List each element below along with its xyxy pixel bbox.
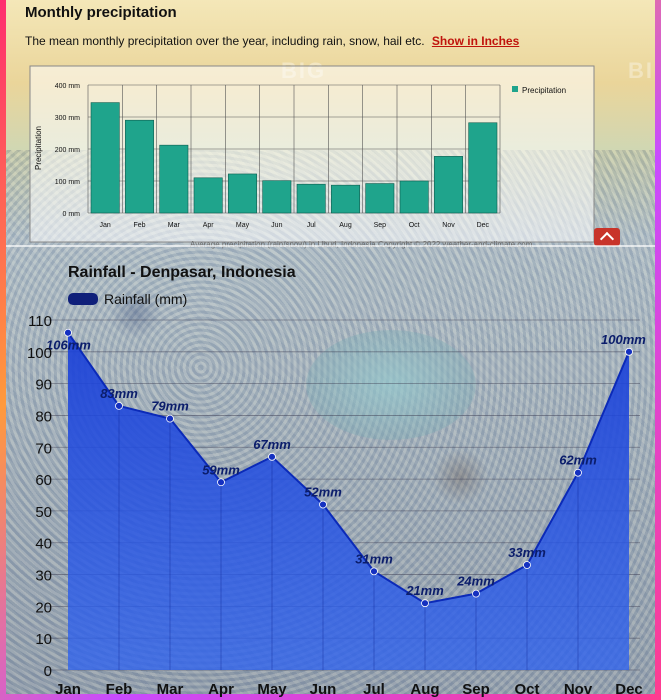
bar <box>296 183 326 214</box>
x-tick-label: Jan <box>100 222 111 229</box>
bar <box>434 156 463 214</box>
x-tick-label: Feb <box>133 222 145 229</box>
x-tick-label: Aug <box>339 222 352 229</box>
show-in-inches-link[interactable]: Show in Inches <box>431 34 520 48</box>
subtitle-text: The mean monthly precipitation over the … <box>25 34 425 48</box>
data-label: 52mm <box>304 485 342 500</box>
x-tick-label: Apr <box>208 681 234 698</box>
main-legend-swatch <box>68 293 98 305</box>
x-tick-label: Dec <box>615 681 643 698</box>
data-point <box>115 402 123 410</box>
data-label: 33mm <box>508 545 546 560</box>
x-tick-label: Nov <box>564 681 593 698</box>
y-tick-label: 400 mm <box>55 83 80 90</box>
bar <box>468 122 498 214</box>
data-label: 24mm <box>456 574 495 589</box>
x-tick-label: Sep <box>462 681 490 698</box>
x-tick-label: Jan <box>55 681 81 698</box>
data-label: 31mm <box>355 551 393 566</box>
x-tick-label: Aug <box>410 681 439 698</box>
y-tick-label: 0 mm <box>63 211 81 218</box>
y-tick-label: 300 mm <box>55 115 80 122</box>
data-point <box>370 567 378 576</box>
x-tick-label: Oct <box>409 222 420 229</box>
top-chart-caption: Average precipitation (rain/snow) in Ubu… <box>190 240 532 249</box>
bar <box>399 180 429 214</box>
data-point <box>166 414 174 423</box>
bar <box>90 102 120 214</box>
bar <box>228 173 257 214</box>
x-tick-label: Jul <box>307 222 316 229</box>
top-chart-title: Monthly precipitation <box>25 4 177 21</box>
y-tick-label: 60 <box>35 472 52 489</box>
y-tick-label: 80 <box>35 408 52 425</box>
y-tick-label: 100 <box>27 345 52 362</box>
y-tick-label: 110 <box>28 313 52 330</box>
data-label: 106mm <box>46 338 91 353</box>
monthly-precipitation-bar-chart: Jan Feb Mar Apr May Jun Jul Aug Sep Oct Nov Dec 0 m… <box>29 65 595 243</box>
data-point <box>268 452 276 461</box>
bar <box>365 183 395 214</box>
legend-swatch <box>512 86 518 92</box>
data-label: 59mm <box>202 462 240 477</box>
legend-label: Precipitation <box>522 86 566 95</box>
x-tick-label: Sep <box>374 222 387 229</box>
main-chart-title: Rainfall - Denpasar, Indonesia <box>68 264 296 281</box>
x-tick-label: Jun <box>271 222 282 229</box>
x-tick-label: Apr <box>203 222 215 229</box>
arena-area <box>306 330 476 440</box>
divider <box>6 245 655 247</box>
bar <box>331 184 360 214</box>
data-point <box>421 599 429 608</box>
x-tick-label: May <box>257 681 287 698</box>
data-label: 21mm <box>405 583 444 598</box>
data-label: 62mm <box>559 453 597 468</box>
y-tick-label: 0 <box>44 663 52 680</box>
x-tick-label: Mar <box>168 222 181 229</box>
data-point <box>472 589 480 598</box>
data-point <box>217 478 225 487</box>
y-tick-label: 50 <box>35 504 52 521</box>
y-tick-label: 90 <box>35 377 52 394</box>
x-tick-label: Mar <box>157 681 184 698</box>
x-tick-label: May <box>236 222 250 229</box>
y-tick-label: 10 <box>35 631 52 648</box>
scroll-up-button[interactable] <box>594 228 620 246</box>
main-legend-label: Rainfall (mm) <box>104 291 187 307</box>
bar <box>125 119 154 214</box>
x-tick-label: Nov <box>442 222 455 229</box>
y-tick-label: 20 <box>35 599 52 616</box>
top-chart-subtitle: The mean monthly precipitation over the … <box>25 34 519 48</box>
watermark: BIG <box>628 58 655 83</box>
x-tick-label: Feb <box>106 681 133 698</box>
y-tick-label: 40 <box>35 536 52 553</box>
y-axis-title: Precipitation <box>34 126 43 170</box>
data-point <box>319 500 327 509</box>
y-tick-label: 70 <box>35 440 52 457</box>
y-tick-label: 200 mm <box>55 147 80 154</box>
x-tick-label: Dec <box>477 222 490 229</box>
data-label: 79mm <box>151 399 189 414</box>
y-tick-label: 100 mm <box>55 179 80 186</box>
y-tick-label: 30 <box>35 568 52 585</box>
rainfall-line <box>67 332 630 605</box>
data-label: 100mm <box>601 332 646 347</box>
data-label: 83mm <box>100 386 138 401</box>
rainfall-area <box>68 332 629 670</box>
data-point <box>523 561 531 569</box>
data-label: 67mm <box>253 437 291 452</box>
x-tick-label: Jul <box>363 681 385 698</box>
data-point <box>574 468 582 477</box>
data-point <box>625 347 633 356</box>
bar <box>159 144 189 214</box>
x-tick-label: Jun <box>310 681 337 698</box>
bar <box>193 177 223 214</box>
x-tick-label: Oct <box>514 681 539 698</box>
bar <box>262 180 292 214</box>
data-point <box>64 328 72 337</box>
